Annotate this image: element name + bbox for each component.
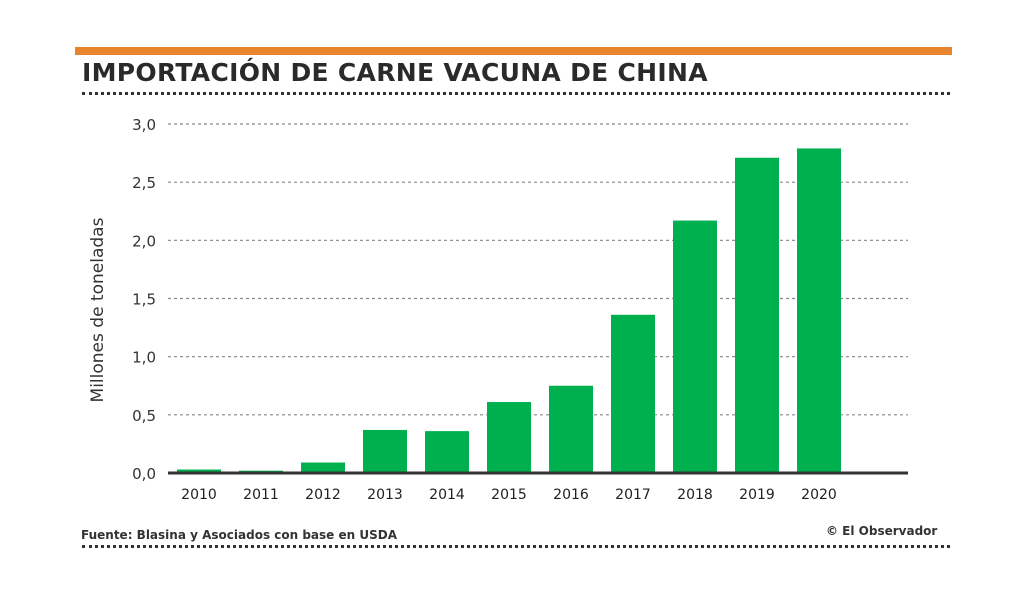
y-axis-label: Millones de toneladas <box>88 217 108 402</box>
y-tick-label: 0,0 <box>132 465 156 483</box>
chart-title: IMPORTACIÓN DE CARNE VACUNA DE CHINA <box>82 58 708 87</box>
source-note: Fuente: Blasina y Asociados con base en … <box>81 528 397 542</box>
bar-2013 <box>363 429 407 473</box>
x-tick-label: 2015 <box>491 487 527 503</box>
credit-note: © El Observador <box>826 524 938 538</box>
bar-2012 <box>301 462 345 473</box>
x-tick-label: 2013 <box>367 487 403 503</box>
y-tick-label: 0,5 <box>132 407 156 425</box>
bar-2016 <box>549 385 593 473</box>
bar-2017 <box>611 314 655 473</box>
x-tick-label: 2019 <box>739 487 775 503</box>
accent-bar <box>75 47 952 55</box>
title-divider <box>82 92 950 95</box>
bar-2010 <box>177 469 221 473</box>
y-tick-label: 3,0 <box>132 116 156 134</box>
y-tick-label: 2,5 <box>132 174 156 192</box>
x-tick-label: 2011 <box>243 487 279 503</box>
x-tick-label: 2014 <box>429 487 465 503</box>
x-tick-label: 2012 <box>305 487 341 503</box>
x-tick-label: 2010 <box>181 487 217 503</box>
bar-2018 <box>673 220 717 473</box>
y-tick-label: 1,0 <box>132 349 156 367</box>
x-tick-label: 2018 <box>677 487 713 503</box>
x-tick-label: 2016 <box>553 487 589 503</box>
y-tick-label: 1,5 <box>132 291 156 309</box>
bar-2020 <box>797 148 841 473</box>
y-tick-label: 2,0 <box>132 232 156 250</box>
bar-2015 <box>487 402 531 473</box>
bar-2019 <box>735 157 779 473</box>
footer-divider <box>82 545 950 548</box>
x-tick-label: 2020 <box>801 487 837 503</box>
bar-2014 <box>425 431 469 473</box>
x-tick-label: 2017 <box>615 487 651 503</box>
